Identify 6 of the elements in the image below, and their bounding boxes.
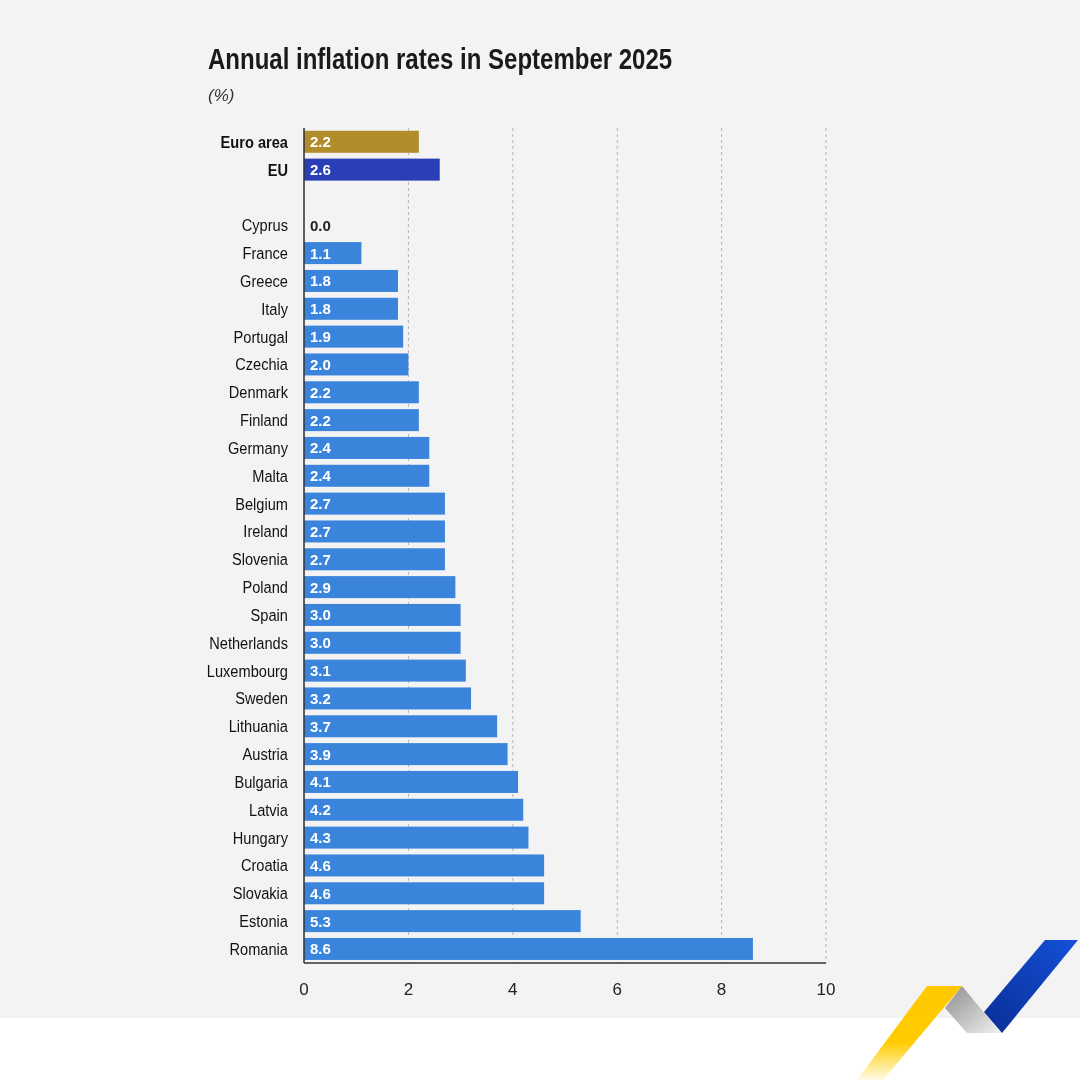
x-tick-label: 6 (612, 980, 622, 1000)
x-tick-label: 4 (508, 980, 518, 1000)
x-tick-label: 0 (299, 980, 309, 1000)
x-tick-label: 2 (403, 980, 414, 1000)
x-tick-label: 10 (816, 980, 836, 1000)
x-tick-label: 8 (716, 980, 727, 1000)
